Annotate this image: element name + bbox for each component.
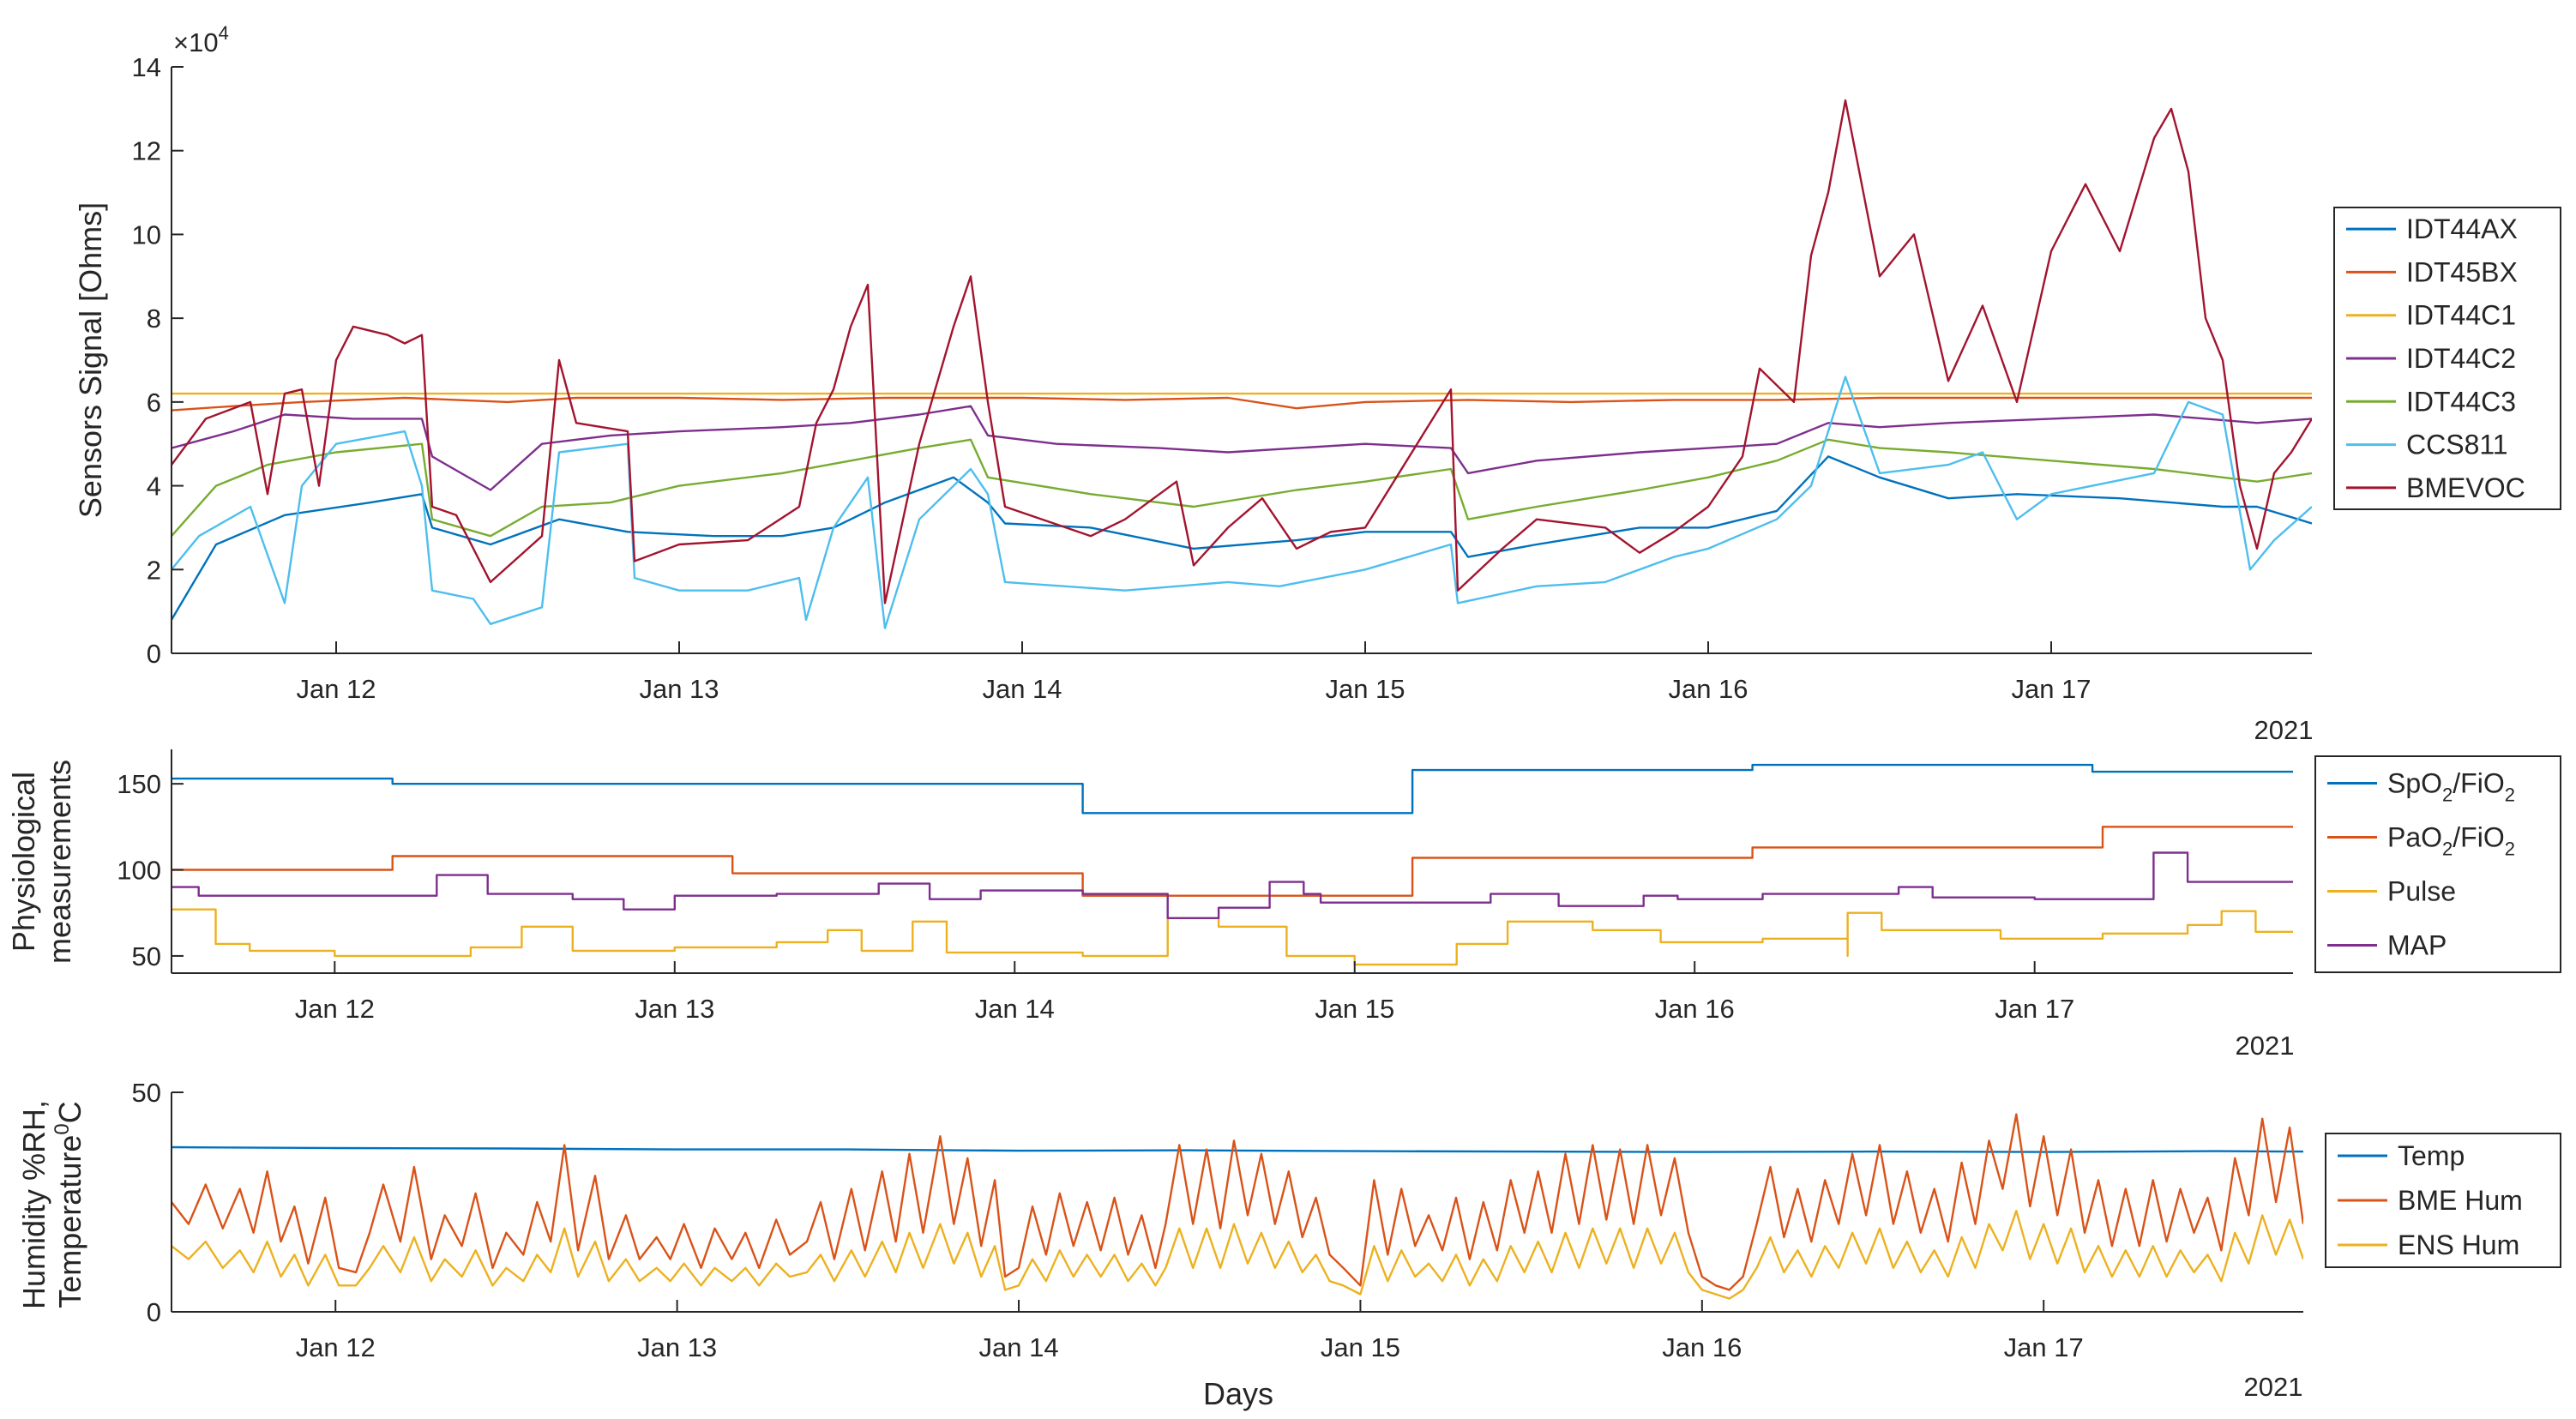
series-line-ens-hum: [172, 1210, 2303, 1300]
legend-entry-sub2: 2: [2505, 785, 2515, 806]
series-group: [172, 99, 2312, 629]
series-line-pao2-fio2: [172, 826, 2293, 897]
y-axis-title-line2: Temperature: [52, 1135, 87, 1308]
legend-entry: IDT44C2: [2406, 343, 2516, 374]
x-tick-label: Jan 17: [1995, 994, 2074, 1024]
y-tick-label: 12: [132, 136, 161, 166]
year-label: 2021: [2254, 715, 2314, 745]
legend-entry: IDT44C3: [2406, 386, 2516, 417]
y-axis-title: Humidity %RH,Temperature0C: [16, 1100, 87, 1309]
series-line-bmevoc: [172, 99, 2312, 604]
legend: IDT44AX IDT45BX IDT44C1 IDT44C2 IDT44C3 CCS81…: [2333, 207, 2561, 510]
x-tick-label: Jan 15: [1315, 994, 1394, 1024]
series-line-ccs811: [172, 376, 2312, 629]
series-group: [172, 1113, 2303, 1300]
series-line-map: [172, 851, 2293, 919]
y-tick-label: 0: [147, 639, 161, 669]
x-tick-label: Jan 16: [1668, 674, 1748, 704]
series-line-spo2-fio2: [172, 763, 2293, 815]
year-label: 2021: [2244, 1372, 2303, 1402]
y-tick-label: 150: [117, 769, 161, 799]
y-tick-label: 2: [147, 555, 161, 585]
x-tick-label: Jan 13: [637, 1332, 717, 1362]
y-tick-label: 8: [147, 304, 161, 334]
legend-entry: BMEVOC: [2406, 472, 2525, 503]
y-tick-label: 100: [117, 856, 161, 886]
x-axis-title: Days: [1203, 1376, 1273, 1411]
x-tick-label: Jan 16: [1655, 994, 1735, 1024]
legend-entry: PaO2/FiO2: [2387, 822, 2515, 860]
legend-entry: IDT45BX: [2406, 256, 2518, 287]
legend-entry-mid: /FiO: [2453, 822, 2504, 853]
legend-entry: ENS Hum: [2398, 1230, 2519, 1260]
series-line-temp: [172, 1145, 2303, 1153]
legend-entry: BME Hum: [2398, 1185, 2523, 1216]
x-tick-label: Jan 15: [1325, 674, 1405, 704]
panel-sensors: 0 2 4 6 8 10 12 14 Jan 12 Jan 13 Jan 14 Jan 15 Jan 1…: [73, 22, 2561, 745]
legend-entry-main: PaO: [2387, 822, 2442, 853]
legend-entry: Temp: [2398, 1140, 2465, 1171]
legend-entry-sub: 2: [2442, 839, 2453, 860]
x-tick-label: Jan 17: [2011, 674, 2091, 704]
y-axis-title: Physiologicalmeasurements: [6, 760, 77, 964]
y-tick-label: 0: [147, 1297, 161, 1327]
y-axis-exponent: ×104: [173, 22, 229, 57]
x-tick-label: Jan 13: [635, 994, 714, 1024]
x-tick-label: Jan 14: [978, 1332, 1058, 1362]
x-tick-label: Jan 14: [975, 994, 1055, 1024]
legend: Temp BME Hum ENS Hum: [2325, 1133, 2561, 1268]
y-tick-label: 50: [132, 1078, 161, 1108]
y-axis-exponent-base: ×10: [173, 27, 219, 57]
y-axis-title: Sensors Signal [Ohms]: [73, 202, 108, 518]
y-axis-exponent-power: 4: [219, 22, 229, 44]
y-axis-title-unit: C: [52, 1101, 87, 1123]
legend-entry: IDT44AX: [2406, 213, 2518, 244]
legend-entry-sub2: 2: [2505, 839, 2515, 860]
series-line-pulse: [172, 908, 2293, 966]
legend-entry: MAP: [2387, 930, 2447, 961]
panel-humidity-temperature: 0 50 Jan 12 Jan 13 Jan 14 Jan 15 Jan 16 Jan 17 2…: [16, 1078, 2561, 1402]
legend-entry-main: SpO: [2387, 768, 2442, 799]
series-line-idt45bx: [172, 396, 2312, 412]
legend-entry: CCS811: [2406, 430, 2508, 460]
x-tick-label: Jan 12: [296, 1332, 376, 1362]
y-tick-label: 4: [147, 472, 161, 502]
y-axis-title-line1: Humidity %RH,: [16, 1100, 51, 1309]
y-tick-label: 10: [132, 219, 161, 250]
y-axis-title-line1: Physiological: [6, 772, 41, 952]
legend-entry-mid: /FiO: [2453, 768, 2504, 799]
x-tick-label: Jan 13: [639, 674, 719, 704]
x-tick-label: Jan 12: [295, 994, 375, 1024]
y-tick-label: 50: [132, 941, 161, 971]
x-tick-label: Jan 16: [1662, 1332, 1742, 1362]
series-line-idt44ax: [172, 455, 2312, 621]
y-axis-title-superscript: 0: [51, 1123, 74, 1134]
y-axis-title-line2: measurements: [42, 760, 77, 964]
year-label: 2021: [2236, 1031, 2295, 1061]
series-group: [172, 763, 2293, 966]
y-tick-label: 14: [132, 52, 161, 82]
x-tick-label: Jan 14: [982, 674, 1062, 704]
x-tick-label: Jan 15: [1321, 1332, 1400, 1362]
legend-entry: SpO2/FiO2: [2387, 768, 2515, 806]
legend-entry: IDT44C1: [2406, 300, 2516, 331]
y-tick-label: 6: [147, 388, 161, 418]
x-tick-label: Jan 12: [296, 674, 376, 704]
legend-entry: Pulse: [2387, 876, 2456, 907]
panel-physiological: 50 100 150 Jan 12 Jan 13 Jan 14 Jan 15 Jan 16 Ja…: [6, 749, 2561, 1061]
x-tick-label: Jan 17: [2004, 1332, 2084, 1362]
series-line-bme-hum: [172, 1113, 2303, 1291]
legend-entry-sub: 2: [2442, 785, 2453, 806]
legend-box: [2314, 755, 2561, 973]
